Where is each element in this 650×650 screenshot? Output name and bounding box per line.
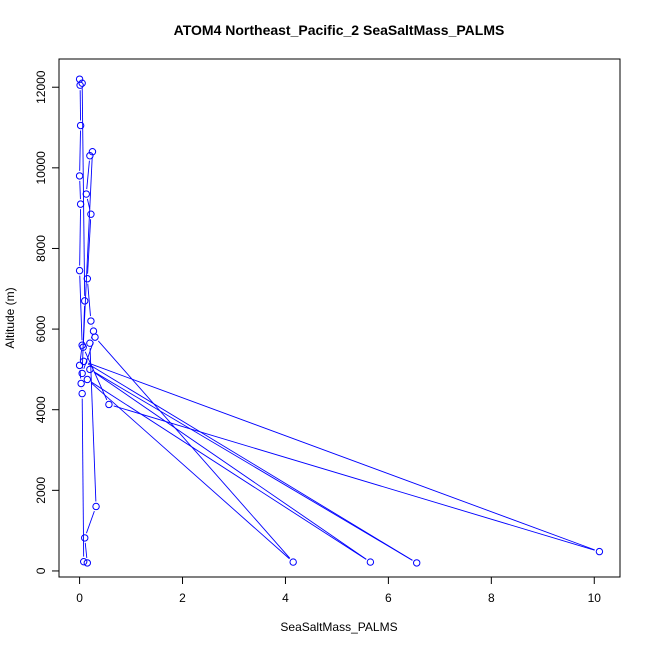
y-tick-label: 2000 bbox=[34, 477, 48, 504]
series-line-segment bbox=[81, 305, 86, 369]
series-line-segment bbox=[79, 209, 81, 266]
data-point bbox=[81, 534, 89, 542]
series-line-segment bbox=[79, 130, 81, 171]
series-line-segment bbox=[93, 371, 367, 560]
series-line-segment bbox=[91, 381, 367, 560]
data-point bbox=[366, 558, 375, 566]
x-tick-label: 0 bbox=[76, 591, 83, 605]
plot-frame bbox=[58, 58, 621, 578]
series-line-segment bbox=[87, 283, 91, 317]
data-point bbox=[83, 375, 92, 384]
data-point bbox=[88, 148, 97, 156]
data-point bbox=[86, 365, 94, 374]
data-point bbox=[83, 274, 92, 283]
series-line-segment bbox=[86, 511, 95, 534]
data-point bbox=[76, 121, 85, 130]
x-tick-label: 6 bbox=[385, 591, 392, 605]
y-tick-label: 12000 bbox=[34, 70, 48, 104]
series-line-segment bbox=[89, 348, 97, 502]
data-point bbox=[80, 557, 88, 566]
series-line-segment bbox=[93, 371, 413, 561]
data-point bbox=[92, 502, 100, 511]
x-tick-label: 8 bbox=[488, 591, 495, 605]
data-point bbox=[81, 297, 89, 305]
data-point bbox=[78, 79, 86, 87]
data-point bbox=[76, 81, 84, 89]
series-line-segment bbox=[79, 350, 82, 361]
data-point bbox=[87, 210, 95, 218]
series-line-segment bbox=[87, 219, 92, 274]
data-point bbox=[86, 152, 94, 160]
series-line-segment bbox=[79, 275, 83, 341]
series-line-segment bbox=[79, 180, 81, 200]
data-point bbox=[289, 558, 297, 566]
data-point bbox=[78, 389, 86, 398]
series-line-segment bbox=[84, 542, 88, 558]
x-tick-label: 2 bbox=[179, 591, 186, 605]
x-axis-label: SeaSaltMass_PALMS bbox=[280, 620, 397, 634]
data-point bbox=[75, 172, 84, 180]
series-line-segment bbox=[90, 382, 290, 560]
series-line-segment bbox=[88, 362, 595, 551]
series-line-segment bbox=[82, 156, 93, 343]
x-tick-label: 4 bbox=[282, 591, 289, 605]
data-point bbox=[75, 361, 84, 370]
series-points bbox=[75, 75, 604, 567]
y-tick-label: 8000 bbox=[34, 235, 48, 262]
series-line-segment bbox=[81, 398, 85, 557]
data-point bbox=[78, 369, 86, 378]
data-point bbox=[595, 547, 604, 556]
data-point bbox=[77, 379, 85, 388]
y-axis-label: Altitude (m) bbox=[3, 287, 17, 348]
data-point bbox=[91, 333, 99, 341]
data-point bbox=[82, 190, 90, 198]
y-tick-label: 0 bbox=[34, 567, 48, 574]
series-line-segment bbox=[86, 160, 90, 190]
data-point bbox=[105, 400, 113, 409]
data-point bbox=[75, 266, 84, 275]
data-point bbox=[87, 317, 95, 325]
y-tick-label: 6000 bbox=[34, 315, 48, 342]
x-tick-label: 10 bbox=[588, 591, 602, 605]
chart-title: ATOM4 Northeast_Pacific_2 SeaSaltMass_PA… bbox=[174, 22, 505, 38]
data-point bbox=[79, 343, 87, 351]
series-line-segment bbox=[97, 340, 291, 559]
series-line-segment bbox=[84, 351, 108, 401]
x-axis: 0 2 4 6 8 10 bbox=[76, 576, 602, 605]
y-tick-label: 4000 bbox=[34, 396, 48, 423]
series-lines bbox=[79, 88, 595, 561]
data-point bbox=[83, 559, 92, 567]
data-point bbox=[413, 559, 421, 567]
data-point bbox=[80, 357, 88, 366]
data-point bbox=[86, 339, 94, 347]
y-tick-label: 10000 bbox=[34, 151, 48, 185]
series-line-segment bbox=[113, 405, 595, 551]
data-point bbox=[76, 200, 85, 208]
series-line-segment bbox=[87, 363, 413, 561]
series-line-segment bbox=[79, 370, 82, 379]
data-point bbox=[89, 327, 98, 335]
y-axis: 0 2000 4000 6000 8000 10000 12000 bbox=[34, 70, 60, 574]
